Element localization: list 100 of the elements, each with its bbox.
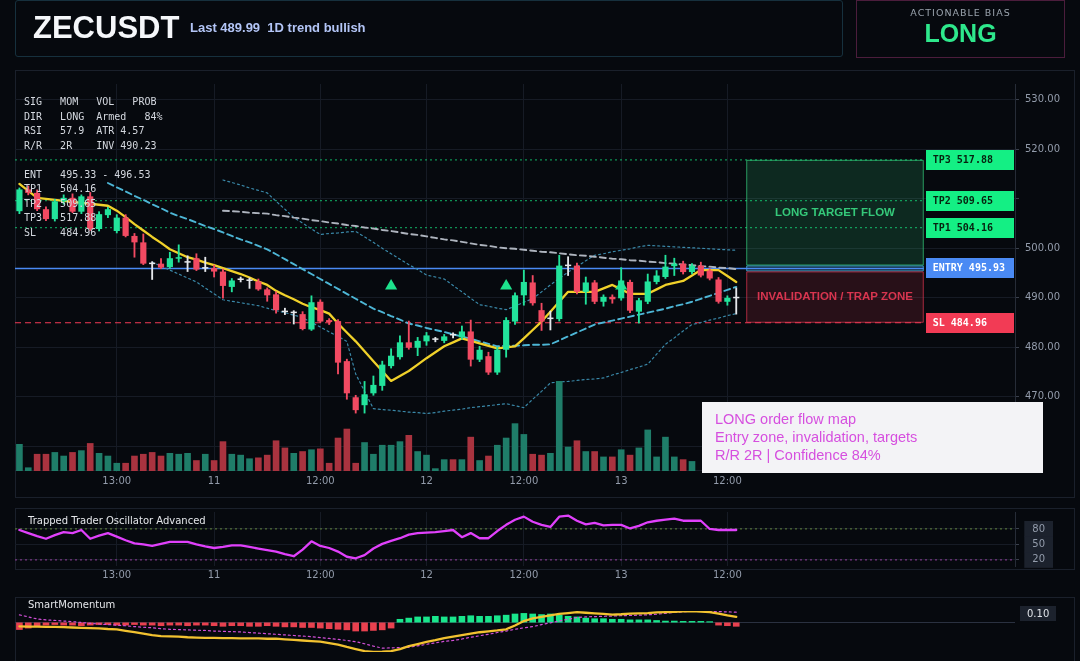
x-tick-label: 12:00 (509, 568, 539, 580)
bar (476, 460, 483, 471)
chart-title: Trapped Trader Oscillator Advanced (28, 515, 206, 526)
ref-line-label: TP2 509.65 (932, 193, 993, 208)
bar (378, 622, 386, 631)
bar (724, 622, 731, 627)
bar (635, 619, 643, 623)
bar (246, 622, 253, 627)
bar (405, 435, 413, 471)
ref-line-label: ENTRY 495.93 (932, 261, 1005, 276)
y-tick-label: 530.00 (1025, 93, 1060, 105)
bar (617, 449, 625, 471)
bar (334, 437, 342, 471)
candlestick (175, 244, 182, 263)
annotation: DIR LONG Armed 84% (24, 109, 163, 124)
chart-subtitle: Last 489.99 1D trend bullish (190, 20, 366, 35)
x-tick-label: 12 (420, 568, 433, 580)
bar (538, 454, 545, 471)
annotation: ENT 495.33 - 496.53 (24, 167, 152, 182)
bar (670, 456, 678, 471)
bar (396, 441, 404, 471)
bar (423, 616, 430, 623)
bar (458, 616, 466, 623)
x-tick-label: 12:00 (712, 568, 742, 580)
annotation: Entry zone, invalidation, targets (715, 428, 919, 446)
bar (591, 451, 598, 471)
x-tick-label: 12 (420, 474, 433, 486)
bar (493, 444, 501, 471)
bar (440, 616, 448, 623)
bar (370, 622, 377, 631)
y-tick-label: 480.00 (1025, 340, 1060, 352)
text: 0.10 (1020, 606, 1057, 621)
bar (511, 613, 519, 623)
chart-title: SmartMomentum (28, 599, 116, 610)
line-series (222, 179, 737, 311)
band-label: LONG TARGET FLOW (775, 205, 896, 218)
bar (122, 462, 129, 471)
x-tick-label: 11 (207, 568, 221, 580)
bar (688, 461, 696, 471)
bar (51, 452, 59, 471)
bar (210, 460, 218, 471)
bar (520, 434, 528, 471)
y-tick-label: 520.00 (1025, 142, 1060, 154)
line-series (151, 261, 737, 415)
bar (547, 453, 554, 471)
bar (370, 453, 377, 471)
bar (263, 622, 271, 627)
x-tick-label: 12:00 (305, 568, 335, 580)
annotation: LONG order flow map (715, 410, 858, 428)
bar (86, 443, 94, 471)
bar (184, 622, 191, 627)
bar (644, 619, 652, 623)
x-tick-label: 13:00 (102, 568, 132, 580)
bar (308, 449, 315, 471)
bar (617, 618, 625, 623)
bar (219, 441, 227, 471)
bar (449, 459, 457, 471)
chart-title: ZECUSDT (33, 10, 180, 46)
bar (352, 622, 360, 632)
bar (361, 442, 368, 471)
bar (148, 452, 156, 471)
line-series (106, 182, 738, 348)
annotation: SL 484.96 (24, 225, 98, 240)
bar (33, 453, 41, 471)
bar (308, 622, 315, 628)
bar (582, 451, 590, 471)
bar (679, 459, 687, 471)
bar (95, 453, 103, 471)
bar (113, 462, 121, 471)
bar (414, 616, 421, 623)
bar (246, 458, 253, 471)
bar (228, 453, 236, 471)
bar (555, 381, 563, 471)
x-tick-label: 12:00 (305, 474, 335, 486)
y-tick-label: 470.00 (1025, 390, 1060, 402)
bar (78, 450, 85, 471)
bar (131, 455, 138, 471)
bar (644, 429, 652, 471)
y-tick-label: 80 (1032, 522, 1045, 534)
bar (42, 453, 50, 471)
bar (582, 617, 590, 623)
bar (653, 620, 660, 623)
bar (467, 615, 475, 623)
bar (299, 451, 306, 471)
bar (423, 454, 430, 471)
bar (662, 436, 669, 471)
annotation: RSI 57.9 ATR 4.57 (24, 124, 146, 138)
annotation: R/R 2R | Confidence 84% (715, 446, 882, 464)
bar (458, 459, 466, 471)
bar (387, 444, 395, 471)
bar (237, 622, 244, 627)
bar (140, 453, 147, 471)
bar (440, 459, 448, 471)
bar (255, 622, 262, 627)
bar (316, 622, 324, 629)
bar (237, 454, 244, 471)
text: ACTIONABLE BIAS (909, 7, 1012, 18)
bar (352, 462, 360, 471)
bar (201, 453, 209, 471)
bar (626, 619, 634, 623)
